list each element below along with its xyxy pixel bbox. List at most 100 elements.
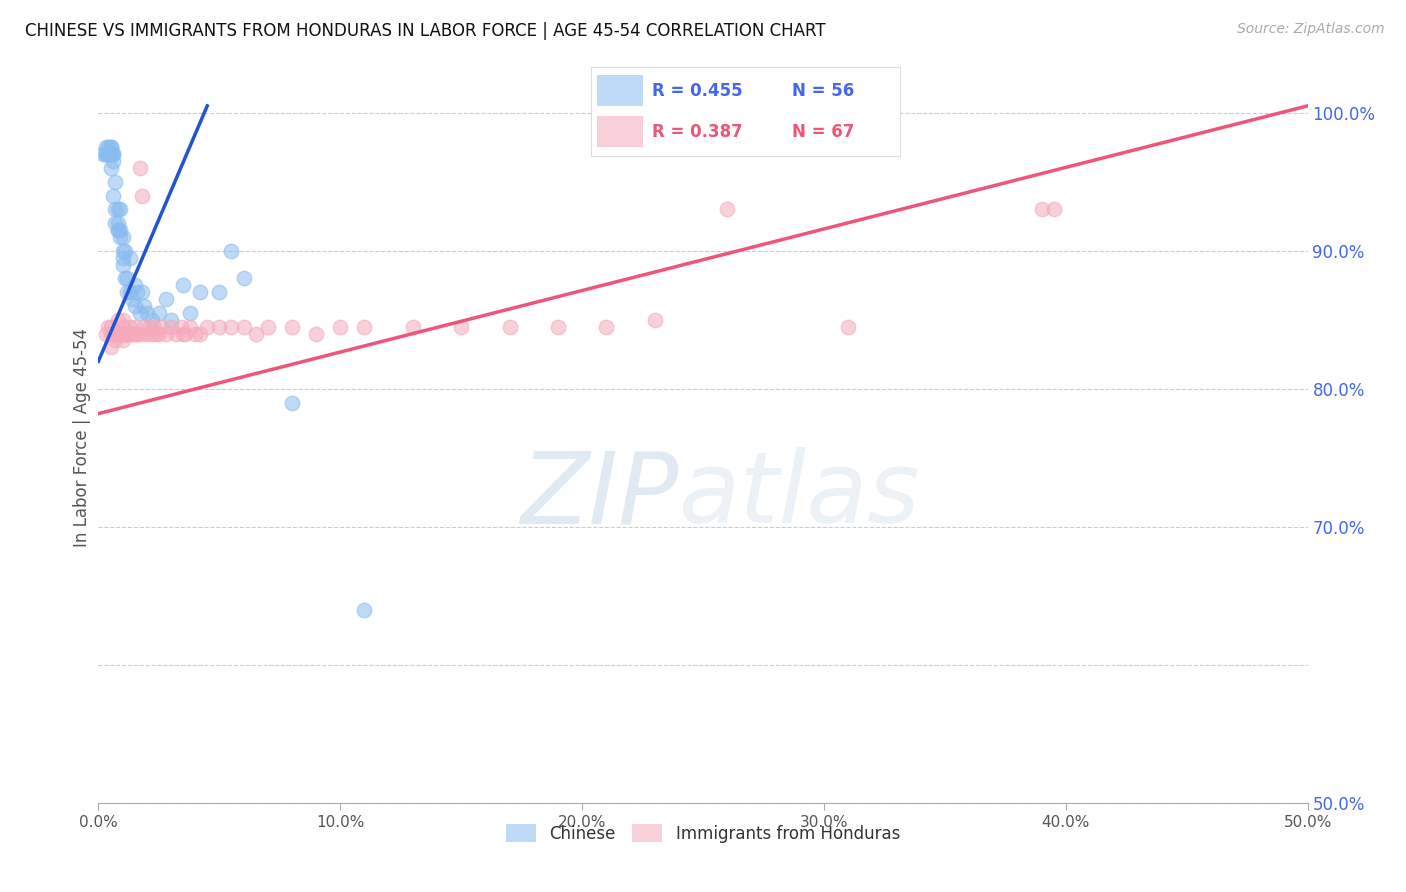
Point xyxy=(91,147,114,161)
Point xyxy=(1042,202,1064,217)
Point xyxy=(107,216,129,230)
Point xyxy=(94,147,117,161)
Point xyxy=(547,319,569,334)
Point xyxy=(450,319,472,334)
Point xyxy=(716,202,738,217)
Point xyxy=(256,319,278,334)
Point xyxy=(97,147,120,161)
Point xyxy=(111,230,134,244)
Point xyxy=(124,319,146,334)
Point xyxy=(101,147,124,161)
Point xyxy=(97,140,120,154)
Point xyxy=(100,140,122,154)
Point xyxy=(111,326,134,341)
Point xyxy=(118,285,141,300)
Point xyxy=(94,326,117,341)
Point xyxy=(101,147,124,161)
Point xyxy=(1031,202,1053,217)
Point xyxy=(104,334,127,348)
Point xyxy=(114,271,136,285)
Point xyxy=(644,312,666,326)
FancyBboxPatch shape xyxy=(596,116,643,147)
Point xyxy=(104,326,127,341)
Point xyxy=(208,319,231,334)
Point xyxy=(101,326,124,341)
Point xyxy=(131,285,153,300)
Point xyxy=(145,326,167,341)
FancyBboxPatch shape xyxy=(596,75,643,106)
Text: R = 0.387: R = 0.387 xyxy=(652,122,744,141)
Point xyxy=(172,278,194,293)
Point xyxy=(135,306,157,320)
Point xyxy=(184,326,207,341)
Point xyxy=(100,147,122,161)
Point xyxy=(595,319,617,334)
Point xyxy=(143,319,166,334)
Point xyxy=(100,140,122,154)
Point xyxy=(121,292,143,306)
Text: R = 0.455: R = 0.455 xyxy=(652,81,742,100)
Point xyxy=(118,251,141,265)
Point xyxy=(165,326,187,341)
Point xyxy=(329,319,352,334)
Point xyxy=(402,319,425,334)
Point xyxy=(107,312,129,326)
Point xyxy=(117,326,139,341)
Point xyxy=(160,319,183,334)
Point xyxy=(353,602,375,616)
Point xyxy=(121,326,143,341)
Point xyxy=(148,306,170,320)
Point xyxy=(108,223,131,237)
Point xyxy=(107,326,129,341)
Point xyxy=(245,326,267,341)
Point xyxy=(114,326,136,341)
Point xyxy=(108,326,131,341)
Point xyxy=(104,202,127,217)
Point xyxy=(127,285,149,300)
Point xyxy=(97,319,120,334)
Point xyxy=(148,326,170,341)
Legend: Chinese, Immigrants from Honduras: Chinese, Immigrants from Honduras xyxy=(499,818,907,849)
Point xyxy=(141,326,163,341)
Point xyxy=(135,326,157,341)
Point xyxy=(169,319,191,334)
Point xyxy=(127,326,149,341)
Point xyxy=(111,258,134,272)
Point xyxy=(100,161,122,175)
Text: ZIP: ZIP xyxy=(520,447,679,544)
Point xyxy=(100,319,122,334)
Point xyxy=(353,319,375,334)
Point xyxy=(114,326,136,341)
Point xyxy=(114,244,136,258)
Point xyxy=(221,244,243,258)
Text: atlas: atlas xyxy=(679,447,921,544)
Point xyxy=(101,326,124,341)
Point xyxy=(498,319,520,334)
Point xyxy=(281,395,304,409)
Point xyxy=(108,326,131,341)
Point xyxy=(100,340,122,354)
Point xyxy=(195,319,218,334)
Point xyxy=(111,319,134,334)
Point xyxy=(111,312,134,326)
Point xyxy=(160,312,183,326)
Point xyxy=(172,326,194,341)
Point xyxy=(179,306,201,320)
Point xyxy=(108,202,131,217)
Point xyxy=(111,334,134,348)
Point xyxy=(101,154,124,169)
Point xyxy=(281,319,304,334)
Point xyxy=(141,312,163,326)
Point xyxy=(117,285,139,300)
Point xyxy=(121,326,143,341)
Point xyxy=(837,319,859,334)
Point xyxy=(94,140,117,154)
Point xyxy=(138,319,160,334)
Point xyxy=(100,147,122,161)
Point xyxy=(232,271,254,285)
Point xyxy=(127,326,149,341)
Text: Source: ZipAtlas.com: Source: ZipAtlas.com xyxy=(1237,22,1385,37)
Point xyxy=(124,278,146,293)
Point xyxy=(134,299,156,313)
Point xyxy=(97,147,120,161)
